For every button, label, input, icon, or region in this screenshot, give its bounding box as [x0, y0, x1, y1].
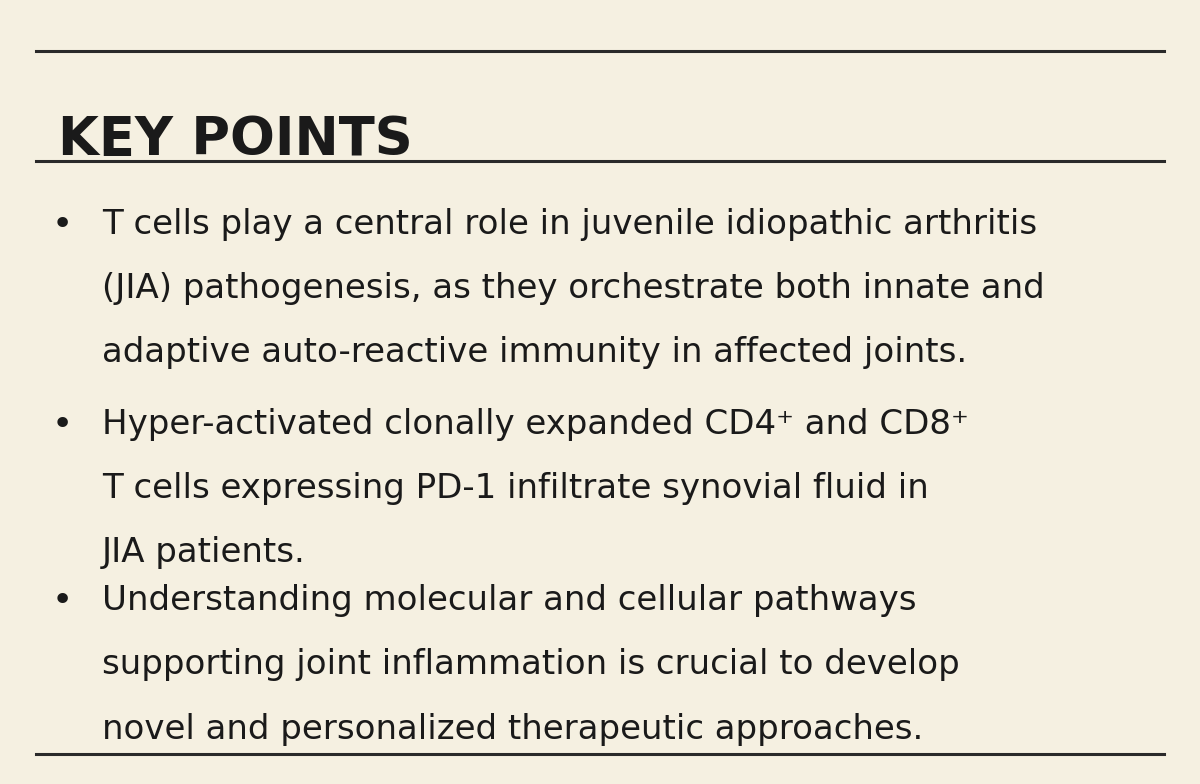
Text: adaptive auto-reactive immunity in affected joints.: adaptive auto-reactive immunity in affec…	[102, 336, 967, 369]
Text: novel and personalized therapeutic approaches.: novel and personalized therapeutic appro…	[102, 713, 923, 746]
Text: •: •	[52, 208, 73, 241]
Text: Understanding molecular and cellular pathways: Understanding molecular and cellular pat…	[102, 584, 917, 617]
Text: •: •	[52, 408, 73, 441]
Text: T cells expressing PD-1 infiltrate synovial fluid in: T cells expressing PD-1 infiltrate synov…	[102, 472, 929, 505]
Text: Hyper-activated clonally expanded CD4⁺ and CD8⁺: Hyper-activated clonally expanded CD4⁺ a…	[102, 408, 968, 441]
Text: JIA patients.: JIA patients.	[102, 536, 306, 569]
Text: T cells play a central role in juvenile idiopathic arthritis: T cells play a central role in juvenile …	[102, 208, 1037, 241]
Text: supporting joint inflammation is crucial to develop: supporting joint inflammation is crucial…	[102, 648, 960, 681]
Text: •: •	[52, 584, 73, 618]
Text: (JIA) pathogenesis, as they orchestrate both innate and: (JIA) pathogenesis, as they orchestrate …	[102, 272, 1045, 305]
Text: KEY POINTS: KEY POINTS	[58, 114, 413, 165]
